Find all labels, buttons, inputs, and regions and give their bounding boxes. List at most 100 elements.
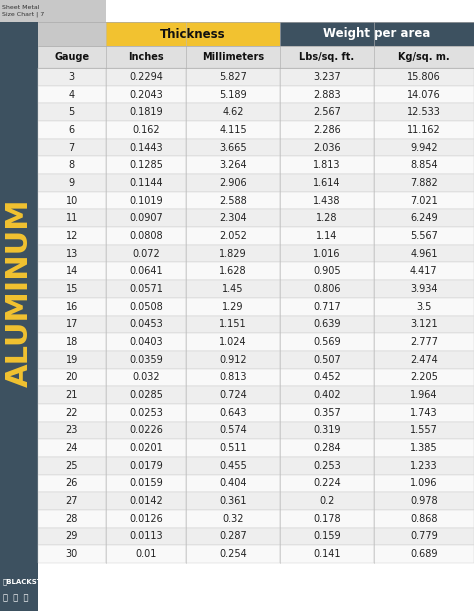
Text: 0.452: 0.452	[313, 372, 341, 382]
Bar	[280, 68, 374, 86]
Text: 7: 7	[69, 142, 75, 153]
Bar	[280, 457, 374, 475]
Bar	[38, 227, 106, 245]
Text: 0.402: 0.402	[313, 390, 341, 400]
Bar	[106, 103, 186, 121]
Text: 2.286: 2.286	[313, 125, 341, 135]
Bar	[280, 546, 374, 563]
Bar	[374, 457, 474, 475]
Text: 0.2: 0.2	[319, 496, 335, 506]
Bar	[186, 68, 280, 86]
Text: 0.868: 0.868	[410, 514, 438, 524]
Text: 0.287: 0.287	[219, 532, 247, 541]
Text: 0.0179: 0.0179	[129, 461, 163, 470]
Text: 2.474: 2.474	[410, 355, 438, 365]
Bar	[106, 404, 186, 422]
Text: 0.32: 0.32	[222, 514, 244, 524]
Text: 0.178: 0.178	[313, 514, 341, 524]
Text: 0.0571: 0.0571	[129, 284, 163, 294]
Bar	[374, 139, 474, 156]
Bar	[106, 422, 186, 439]
Text: 8: 8	[69, 160, 75, 170]
Text: 0.689: 0.689	[410, 549, 438, 559]
Text: 1.813: 1.813	[313, 160, 341, 170]
Text: 29: 29	[65, 532, 78, 541]
Bar	[374, 475, 474, 492]
Bar	[186, 492, 280, 510]
Bar	[38, 139, 106, 156]
Text: 0.455: 0.455	[219, 461, 247, 470]
Bar	[186, 210, 280, 227]
Bar	[38, 103, 106, 121]
Text: 0.0359: 0.0359	[129, 355, 163, 365]
Text: 7.882: 7.882	[410, 178, 438, 188]
Bar	[38, 298, 106, 315]
Bar	[374, 386, 474, 404]
Bar	[186, 315, 280, 333]
Text: 2.906: 2.906	[219, 178, 247, 188]
Bar	[106, 46, 186, 68]
Bar	[374, 333, 474, 351]
Text: 1.614: 1.614	[313, 178, 341, 188]
Text: 0.254: 0.254	[219, 549, 247, 559]
Text: 1.096: 1.096	[410, 478, 438, 488]
Bar	[280, 351, 374, 368]
Text: 1.151: 1.151	[219, 320, 247, 329]
Text: 1.28: 1.28	[316, 213, 337, 223]
Bar	[280, 245, 374, 263]
Bar	[374, 174, 474, 192]
Text: 1.964: 1.964	[410, 390, 438, 400]
Text: 12: 12	[65, 231, 78, 241]
Bar	[38, 475, 106, 492]
Bar	[106, 156, 186, 174]
Text: 1.829: 1.829	[219, 249, 247, 258]
Text: 0.717: 0.717	[313, 302, 341, 312]
Text: 0.0226: 0.0226	[129, 425, 163, 436]
Text: 0.253: 0.253	[313, 461, 341, 470]
Text: 0.0142: 0.0142	[129, 496, 163, 506]
Bar	[280, 475, 374, 492]
Text: 20: 20	[65, 372, 78, 382]
Text: 2.777: 2.777	[410, 337, 438, 347]
Bar	[38, 386, 106, 404]
Text: 0.1443: 0.1443	[129, 142, 163, 153]
Text: 0.724: 0.724	[219, 390, 247, 400]
Bar	[38, 351, 106, 368]
Bar	[38, 528, 106, 546]
Bar	[38, 457, 106, 475]
Bar	[0, 0, 38, 611]
Bar	[374, 492, 474, 510]
Bar	[280, 386, 374, 404]
Bar	[186, 422, 280, 439]
Bar	[38, 174, 106, 192]
Text: 0.284: 0.284	[313, 443, 341, 453]
Bar	[106, 351, 186, 368]
Bar	[38, 280, 106, 298]
Bar	[280, 298, 374, 315]
Text: Lbs/sq. ft.: Lbs/sq. ft.	[299, 52, 355, 62]
Text: 0.806: 0.806	[313, 284, 341, 294]
Text: Millimeters: Millimeters	[202, 52, 264, 62]
Bar	[38, 22, 106, 46]
Text: 0.639: 0.639	[313, 320, 341, 329]
Text: 2.052: 2.052	[219, 231, 247, 241]
Text: 11: 11	[66, 213, 78, 223]
Bar	[106, 139, 186, 156]
Bar	[106, 475, 186, 492]
Text: 2.883: 2.883	[313, 90, 341, 100]
Text: Gauge: Gauge	[54, 52, 90, 62]
Bar	[38, 333, 106, 351]
Text: 26: 26	[65, 478, 78, 488]
Text: 1.385: 1.385	[410, 443, 438, 453]
Text: 5.827: 5.827	[219, 72, 247, 82]
Bar	[186, 457, 280, 475]
Bar	[186, 156, 280, 174]
Bar	[38, 315, 106, 333]
Text: 15.806: 15.806	[407, 72, 441, 82]
Text: 0.643: 0.643	[219, 408, 247, 418]
Text: 1.628: 1.628	[219, 266, 247, 276]
Bar	[374, 510, 474, 528]
Text: 4.417: 4.417	[410, 266, 438, 276]
Bar	[374, 315, 474, 333]
Bar	[280, 192, 374, 210]
